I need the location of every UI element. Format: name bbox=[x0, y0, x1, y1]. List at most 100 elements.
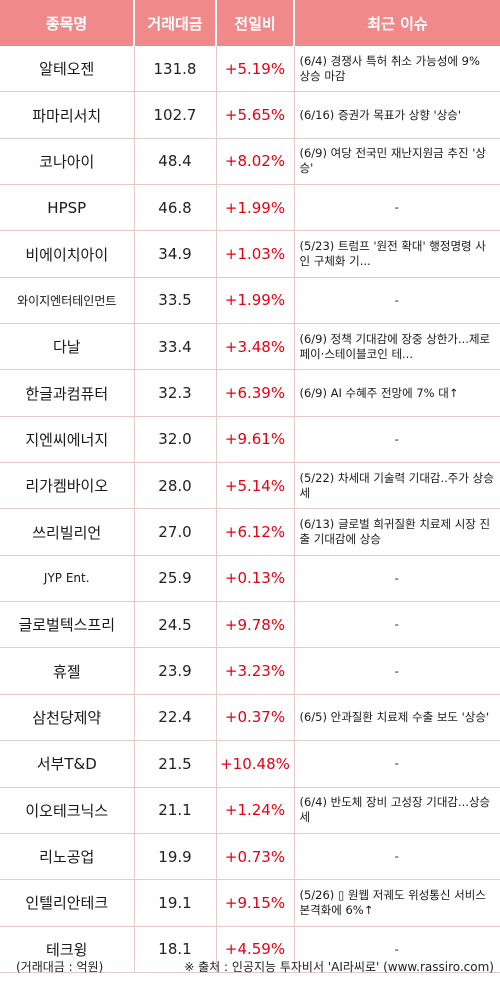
table-row: 테크윙 18.1 +4.59% - bbox=[0, 926, 500, 973]
recent-issue: (5/22) 차세대 기술력 기대감..주가 상승세 bbox=[294, 462, 500, 510]
recent-issue: - bbox=[294, 647, 500, 695]
table-row: 쓰리빌리언 27.0 +6.12% (6/13) 글로벌 희귀질환 치료제 시장 진출… bbox=[0, 508, 500, 556]
issue-text: (5/26) ▯ 원웹 저궤도 위성통신 서비스 본격화에 6%↑ bbox=[299, 887, 486, 917]
trading-volume: 131.8 bbox=[134, 46, 217, 93]
change-percent: +0.73% bbox=[216, 833, 295, 881]
table-row: 글로벌텍스프리 24.5 +9.78% - bbox=[0, 601, 500, 649]
stock-name: HPSP bbox=[0, 184, 135, 232]
change-percent: +9.78% bbox=[216, 601, 295, 649]
stock-name: 알테오젠 bbox=[0, 46, 135, 93]
change-percent: +5.19% bbox=[216, 46, 295, 93]
issue-text: - bbox=[394, 663, 399, 678]
recent-issue: - bbox=[294, 277, 500, 325]
recent-issue: - bbox=[294, 416, 500, 464]
change-percent: +5.65% bbox=[216, 91, 295, 139]
trading-volume: 22.4 bbox=[134, 694, 217, 742]
issue-text: (6/5) 안과질환 치료제 수출 보도 '상승' bbox=[299, 709, 490, 724]
table-row: JYP Ent. 25.9 +0.13% - bbox=[0, 555, 500, 603]
change-percent: +6.39% bbox=[216, 369, 295, 417]
trading-volume: 34.9 bbox=[134, 230, 217, 278]
table-row: 알테오젠 131.8 +5.19% (6/4) 경쟁사 특허 취소 가능성에 9% 상… bbox=[0, 46, 500, 93]
stock-name: 서부T&D bbox=[0, 740, 135, 788]
stock-name: 지엔씨에너지 bbox=[0, 416, 135, 464]
issue-text: (6/9) 여당 전국민 재난지원금 추진 '상승' bbox=[299, 146, 486, 176]
recent-issue: (6/9) 여당 전국민 재난지원금 추진 '상승' bbox=[294, 138, 500, 186]
table-row: 휴젤 23.9 +3.23% - bbox=[0, 647, 500, 695]
recent-issue: - bbox=[294, 926, 500, 973]
issue-text: - bbox=[394, 570, 399, 585]
recent-issue: (6/16) 증권가 목표가 상향 '상승' bbox=[294, 91, 500, 139]
header-trading-volume: 거래대금 bbox=[134, 0, 217, 46]
table-row: 한글과컴퓨터 32.3 +6.39% (6/9) AI 수혜주 전망에 7% 대↑ bbox=[0, 369, 500, 417]
unit-note: (거래대금 : 억원) bbox=[16, 960, 104, 974]
trading-volume: 33.5 bbox=[134, 277, 217, 325]
table-row: 파마리서치 102.7 +5.65% (6/16) 증권가 목표가 상향 '상승' bbox=[0, 91, 500, 139]
table-row: 삼천당제약 22.4 +0.37% (6/5) 안과질환 치료제 수출 보도 '상승' bbox=[0, 694, 500, 742]
table-row: 서부T&D 21.5 +10.48% - bbox=[0, 740, 500, 788]
stock-name: 쓰리빌리언 bbox=[0, 508, 135, 556]
footer: (거래대금 : 억원) ※ 출처 : 인공지능 투자비서 'AI라씨로' (ww… bbox=[0, 950, 500, 980]
recent-issue: (6/9) 정책 기대감에 장중 상한가...제로페이·스테이블코인 테... bbox=[294, 323, 500, 371]
trading-volume: 27.0 bbox=[134, 508, 217, 556]
trading-volume: 48.4 bbox=[134, 138, 217, 186]
header-stock-name: 종목명 bbox=[0, 0, 135, 46]
trading-volume: 19.9 bbox=[134, 833, 217, 881]
recent-issue: - bbox=[294, 555, 500, 603]
issue-text: (5/23) 트럼프 '원전 확대' 행정명령 사인 구체화 기... bbox=[299, 239, 486, 269]
trading-volume: 28.0 bbox=[134, 462, 217, 510]
issue-text: (6/4) 반도체 장비 고성장 기대감...상승세 bbox=[299, 795, 491, 825]
table-row: 다날 33.4 +3.48% (6/9) 정책 기대감에 장중 상한가...제로페이·… bbox=[0, 323, 500, 371]
change-percent: +10.48% bbox=[216, 740, 295, 788]
trading-volume: 21.5 bbox=[134, 740, 217, 788]
stock-name: 리노공업 bbox=[0, 833, 135, 881]
change-percent: +8.02% bbox=[216, 138, 295, 186]
stock-name: 리가켐바이오 bbox=[0, 462, 135, 510]
change-percent: +4.59% bbox=[216, 926, 295, 973]
table-row: 와이지엔터테인먼트 33.5 +1.99% - bbox=[0, 277, 500, 325]
recent-issue: - bbox=[294, 740, 500, 788]
table-header-row: 종목명 거래대금 전일비 최근 이슈 bbox=[0, 0, 500, 46]
table-row: 지엔씨에너지 32.0 +9.61% - bbox=[0, 416, 500, 464]
table-row: 리가켐바이오 28.0 +5.14% (5/22) 차세대 기술력 기대감..주가 상… bbox=[0, 462, 500, 510]
issue-text: - bbox=[394, 200, 399, 215]
change-percent: +1.99% bbox=[216, 277, 295, 325]
table-row: 인텔리안테크 19.1 +9.15% (5/26) ▯ 원웹 저궤도 위성통신 서비스… bbox=[0, 879, 500, 927]
recent-issue: - bbox=[294, 184, 500, 232]
recent-issue: - bbox=[294, 833, 500, 881]
issue-text: (6/16) 증권가 목표가 상향 '상승' bbox=[299, 107, 462, 122]
change-percent: +9.61% bbox=[216, 416, 295, 464]
recent-issue: (5/23) 트럼프 '원전 확대' 행정명령 사인 구체화 기... bbox=[294, 230, 500, 278]
header-change: 전일비 bbox=[216, 0, 295, 46]
issue-text: - bbox=[394, 756, 399, 771]
stock-name: JYP Ent. bbox=[0, 555, 135, 603]
issue-text: (6/4) 경쟁사 특허 취소 가능성에 9% 상승 마감 bbox=[299, 53, 480, 83]
recent-issue: (6/9) AI 수혜주 전망에 7% 대↑ bbox=[294, 369, 500, 417]
stock-name: 비에이치아이 bbox=[0, 230, 135, 278]
source-note: ※ 출처 : 인공지능 투자비서 'AI라씨로' (www.rassiro.co… bbox=[184, 960, 494, 974]
table-row: 비에이치아이 34.9 +1.03% (5/23) 트럼프 '원전 확대' 행정명령 … bbox=[0, 230, 500, 278]
table-row: 리노공업 19.9 +0.73% - bbox=[0, 833, 500, 881]
issue-text: - bbox=[394, 941, 399, 956]
stock-name: 와이지엔터테인먼트 bbox=[0, 277, 135, 325]
trading-volume: 102.7 bbox=[134, 91, 217, 139]
trading-volume: 25.9 bbox=[134, 555, 217, 603]
issue-text: - bbox=[394, 292, 399, 307]
trading-volume: 32.0 bbox=[134, 416, 217, 464]
stock-name: 이오테크닉스 bbox=[0, 787, 135, 834]
table-row: 코나아이 48.4 +8.02% (6/9) 여당 전국민 재난지원금 추진 '상승' bbox=[0, 138, 500, 186]
trading-volume: 33.4 bbox=[134, 323, 217, 371]
issue-text: - bbox=[394, 849, 399, 864]
table-row: 이오테크닉스 21.1 +1.24% (6/4) 반도체 장비 고성장 기대감...상… bbox=[0, 787, 500, 834]
table-body: 알테오젠 131.8 +5.19% (6/4) 경쟁사 특허 취소 가능성에 9% 상… bbox=[0, 46, 500, 973]
change-percent: +1.24% bbox=[216, 787, 295, 834]
trading-volume: 23.9 bbox=[134, 647, 217, 695]
stock-name: 한글과컴퓨터 bbox=[0, 369, 135, 417]
issue-text: - bbox=[394, 617, 399, 632]
trading-volume: 24.5 bbox=[134, 601, 217, 649]
stock-name: 다날 bbox=[0, 323, 135, 371]
stock-name: 코나아이 bbox=[0, 138, 135, 186]
recent-issue: (5/26) ▯ 원웹 저궤도 위성통신 서비스 본격화에 6%↑ bbox=[294, 879, 500, 927]
recent-issue: (6/13) 글로벌 희귀질환 치료제 시장 진출 기대감에 상승 bbox=[294, 508, 500, 556]
